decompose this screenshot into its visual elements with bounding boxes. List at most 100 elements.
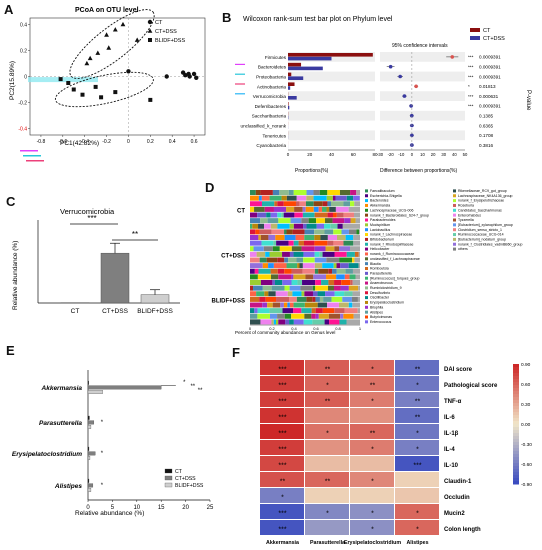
stack-segment xyxy=(305,274,314,280)
highlight-band xyxy=(28,77,98,83)
stack-segment xyxy=(350,190,357,196)
stack-segment xyxy=(293,251,304,257)
stack-segment xyxy=(287,291,293,297)
colorbar-segment xyxy=(513,376,519,380)
legend-marker-ct xyxy=(147,19,153,25)
phylum-label: Firmicutes xyxy=(265,55,287,60)
legend-swatch xyxy=(453,228,456,232)
heatmap-cell xyxy=(260,360,304,375)
point-ct xyxy=(194,75,199,81)
colorbar-segment xyxy=(513,409,519,413)
heatmap-sig: *** xyxy=(278,431,286,438)
color-artifact xyxy=(26,160,44,162)
legend-marker-blidf-dss xyxy=(148,38,152,42)
legend-label: [Eubacterium]_nodatum_group xyxy=(458,238,506,242)
legend-swatch xyxy=(365,300,368,304)
legend-label: Enterorhabdus xyxy=(458,213,481,217)
pcoa-title: PCoA on OTU level xyxy=(75,7,139,14)
stack-segment xyxy=(317,302,328,308)
heatmap-cell xyxy=(305,472,349,487)
stack-segment xyxy=(270,313,278,319)
colorbar-segment xyxy=(513,364,519,368)
heatmap-cell xyxy=(395,360,439,375)
legend-label: CT+DSS xyxy=(155,29,177,35)
stack-segment xyxy=(286,206,295,212)
stack-segment xyxy=(320,235,328,241)
stack-segment xyxy=(318,268,329,274)
stack-segment-others xyxy=(353,235,360,241)
stack-segment xyxy=(314,263,323,269)
abundance-bar xyxy=(87,478,90,483)
legend-label: Clostridium_sensu_stricto_1 xyxy=(458,228,502,232)
colorbar-segment xyxy=(513,478,519,482)
stack-segment xyxy=(299,201,306,207)
stack-segment xyxy=(250,240,262,246)
stack-segment xyxy=(348,263,359,269)
stack-segment xyxy=(329,319,340,325)
row-band xyxy=(380,110,465,121)
stack-segment xyxy=(289,319,294,325)
category-label: CT+DSS xyxy=(102,308,128,315)
stack-segment xyxy=(291,268,303,274)
legend-label: Helicobacter xyxy=(370,247,390,251)
point-ct xyxy=(126,69,131,74)
stack-segment xyxy=(313,190,320,196)
stack-segment xyxy=(321,280,329,286)
stack-segment xyxy=(283,302,288,308)
x-tick-label: 0 xyxy=(249,326,252,331)
stack-segment xyxy=(261,240,274,246)
stack-segment xyxy=(322,263,334,269)
stack-segment xyxy=(254,308,258,314)
colorbar-segment xyxy=(513,481,519,485)
legend-label: Oscillibacter xyxy=(370,296,390,300)
stack-segment xyxy=(264,291,269,297)
heatmap-cell xyxy=(395,408,439,423)
stack-segment xyxy=(343,240,354,246)
panel-label-c: C xyxy=(6,194,16,209)
stack-segment xyxy=(272,302,281,308)
stack-segment xyxy=(250,296,260,302)
legend-label: Lachnospiraceae_NK4A136_group xyxy=(458,194,513,198)
stack-segment xyxy=(325,291,335,297)
point-blidf-dss xyxy=(148,97,153,102)
stack-segment xyxy=(314,251,320,257)
left-tick-label: 40 xyxy=(329,152,335,157)
stack-segment xyxy=(327,240,334,246)
stack-segment xyxy=(328,268,333,274)
stack-segment xyxy=(289,285,301,291)
colorbar-segment xyxy=(513,415,519,419)
stack-segment xyxy=(334,280,342,286)
heatmap-cell xyxy=(395,440,439,455)
point-ct-dss xyxy=(87,55,93,61)
row-band xyxy=(380,130,465,141)
legend-swatch-ct xyxy=(470,28,480,32)
legend-swatch xyxy=(365,276,368,280)
row-band xyxy=(288,91,375,101)
stack-segment xyxy=(306,195,314,201)
stack-segment xyxy=(328,285,334,291)
stack-segment xyxy=(284,268,292,274)
stack-segment xyxy=(254,268,259,274)
heatmap-row-label: IL-6 xyxy=(444,415,455,421)
colorbar-segment xyxy=(513,379,519,383)
right-tick-label: 20 xyxy=(431,152,436,157)
stack-segment xyxy=(303,319,313,325)
legend-swatch xyxy=(365,194,368,198)
stack-segment xyxy=(277,257,285,263)
stack-segment xyxy=(259,257,267,263)
stack-segment xyxy=(327,190,340,196)
heatmap-sig: ** xyxy=(415,415,421,422)
row-band xyxy=(380,91,465,101)
heatmap-sig: * xyxy=(371,367,374,374)
legend-swatch xyxy=(365,199,368,203)
diff-point xyxy=(410,133,414,138)
heatmap-cell xyxy=(305,376,349,391)
stack-segment xyxy=(259,296,266,302)
stack-segment xyxy=(278,319,286,325)
legend-label: Parabacteroides xyxy=(370,218,396,222)
point-blidf-dss xyxy=(58,77,63,82)
stack-segment xyxy=(314,240,328,246)
stack-segment xyxy=(272,246,280,252)
stack-segment xyxy=(292,291,302,297)
stack-segment xyxy=(333,263,337,269)
